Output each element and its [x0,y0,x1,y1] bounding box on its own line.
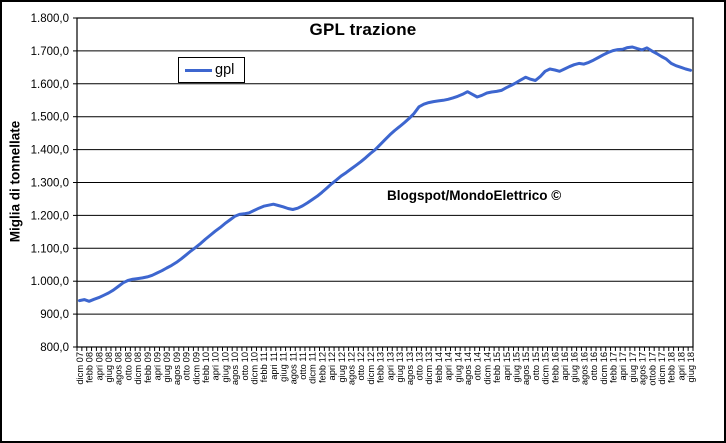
x-tick-label: febb 10 [201,352,211,383]
x-tick-label: agos 09 [172,352,182,385]
x-tick-label: febb 18 [667,352,677,383]
x-tick-label: dicm 15 [541,352,551,385]
x-tick-label: giug 12 [337,352,347,383]
x-tick-label: febb 08 [85,352,95,383]
y-tick-label: 1.600,0 [31,79,69,91]
y-axis-title: Miglia di tonnellate [7,120,23,243]
x-tick-label: giug 17 [628,352,638,383]
x-tick-label: febb 16 [550,352,560,383]
x-tick-label: agos 15 [521,352,531,385]
x-tick-label: dicm 16 [599,352,609,385]
x-tick-label: agos 13 [405,352,415,385]
x-tick-label: dicm 14 [482,352,492,385]
x-tick-label: dicm 11 [308,352,318,384]
x-tick-label: otto 14 [473,352,483,380]
y-tick-label: 1.400,0 [31,145,69,157]
y-tick-label: 1.500,0 [31,112,69,124]
x-tick-label: apri 09 [153,352,163,380]
x-tick-label: agos 12 [347,352,357,385]
series-line [77,45,693,303]
x-tick-label: dicm 12 [366,352,376,385]
x-tick-label: giug 16 [570,352,580,383]
y-tick-label: 900,0 [40,309,69,321]
y-tick-label: 1.800,0 [31,13,69,25]
x-tick-label: agos 17 [638,352,648,385]
x-tick-label: giug 14 [453,352,463,383]
x-tick-label: agos 08 [114,352,124,385]
x-tick-label: giug 08 [104,352,114,383]
x-tick-label: febb 09 [143,352,153,383]
x-tick-label: febb 17 [609,352,619,383]
x-tick-label: apri 13 [385,352,395,380]
x-tick-label: apri 10 [211,352,221,380]
x-tick-label: otto 16 [589,352,599,380]
x-tick-label: dicm 09 [191,352,201,385]
x-tick-label: apri 16 [560,352,570,380]
y-tick-label: 1.100,0 [31,243,69,255]
x-tick-label: giug 15 [512,352,522,383]
x-tick-label: agos 16 [579,352,589,385]
x-tick-label: otto 10 [240,352,250,380]
legend-line-swatch [185,68,212,72]
x-tick-label: giug 18 [686,352,696,383]
x-tick-label: dicm 08 [133,352,143,385]
x-tick-label: dicm 07 [75,352,85,385]
x-tick-label: otto 11 [298,352,308,380]
x-tick-label: otto 08 [123,352,133,380]
x-tick-label: dicm 17 [657,352,667,385]
x-tick-label: apri 15 [502,352,512,380]
annotation: Blogspot/MondoElettrico © [387,188,562,203]
x-tick-label: febb 13 [376,352,386,383]
x-tick-label: febb 11 [259,352,269,382]
chart-title: GPL trazione [309,20,417,39]
x-tick-label: apri 08 [94,352,104,380]
y-tick-label: 1.300,0 [31,178,69,190]
x-tick-label: apri 18 [676,352,686,380]
x-tick-label: dicm 10 [250,352,260,385]
x-tick-label: apri 12 [327,352,337,380]
y-tick-label: 1.200,0 [31,210,69,222]
x-tick-label: ottob 17 [647,352,657,386]
y-tick-label: 1.700,0 [31,46,69,58]
x-tick-label: otto 13 [415,352,425,380]
legend: gpl [178,57,245,83]
x-tick-label: apri 11 [269,352,279,380]
y-tick-label: 800,0 [40,342,69,354]
x-tick-label: febb 15 [492,352,502,383]
x-tick-label: giug 13 [395,352,405,383]
x-tick-label: dicm 13 [424,352,434,385]
x-tick-label: giug 10 [220,352,230,383]
y-tick-label: 1.000,0 [31,276,69,288]
x-tick-label: febb 14 [434,352,444,383]
legend-label: gpl [215,61,235,78]
x-tick-label: giug 09 [162,352,172,383]
x-tick-label: apri 14 [444,352,454,380]
x-tick-label: apri 17 [618,352,628,380]
x-tick-label: agos 10 [230,352,240,385]
x-tick-label: giug 11 [279,352,289,382]
x-tick-label: agos 14 [463,352,473,385]
x-tick-label: otto 12 [356,352,366,380]
x-tick-label: otto 15 [531,352,541,380]
x-tick-label: otto 09 [182,352,192,380]
x-tick-label: agos 11 [288,352,298,384]
x-tick-label: febb 12 [317,352,327,383]
